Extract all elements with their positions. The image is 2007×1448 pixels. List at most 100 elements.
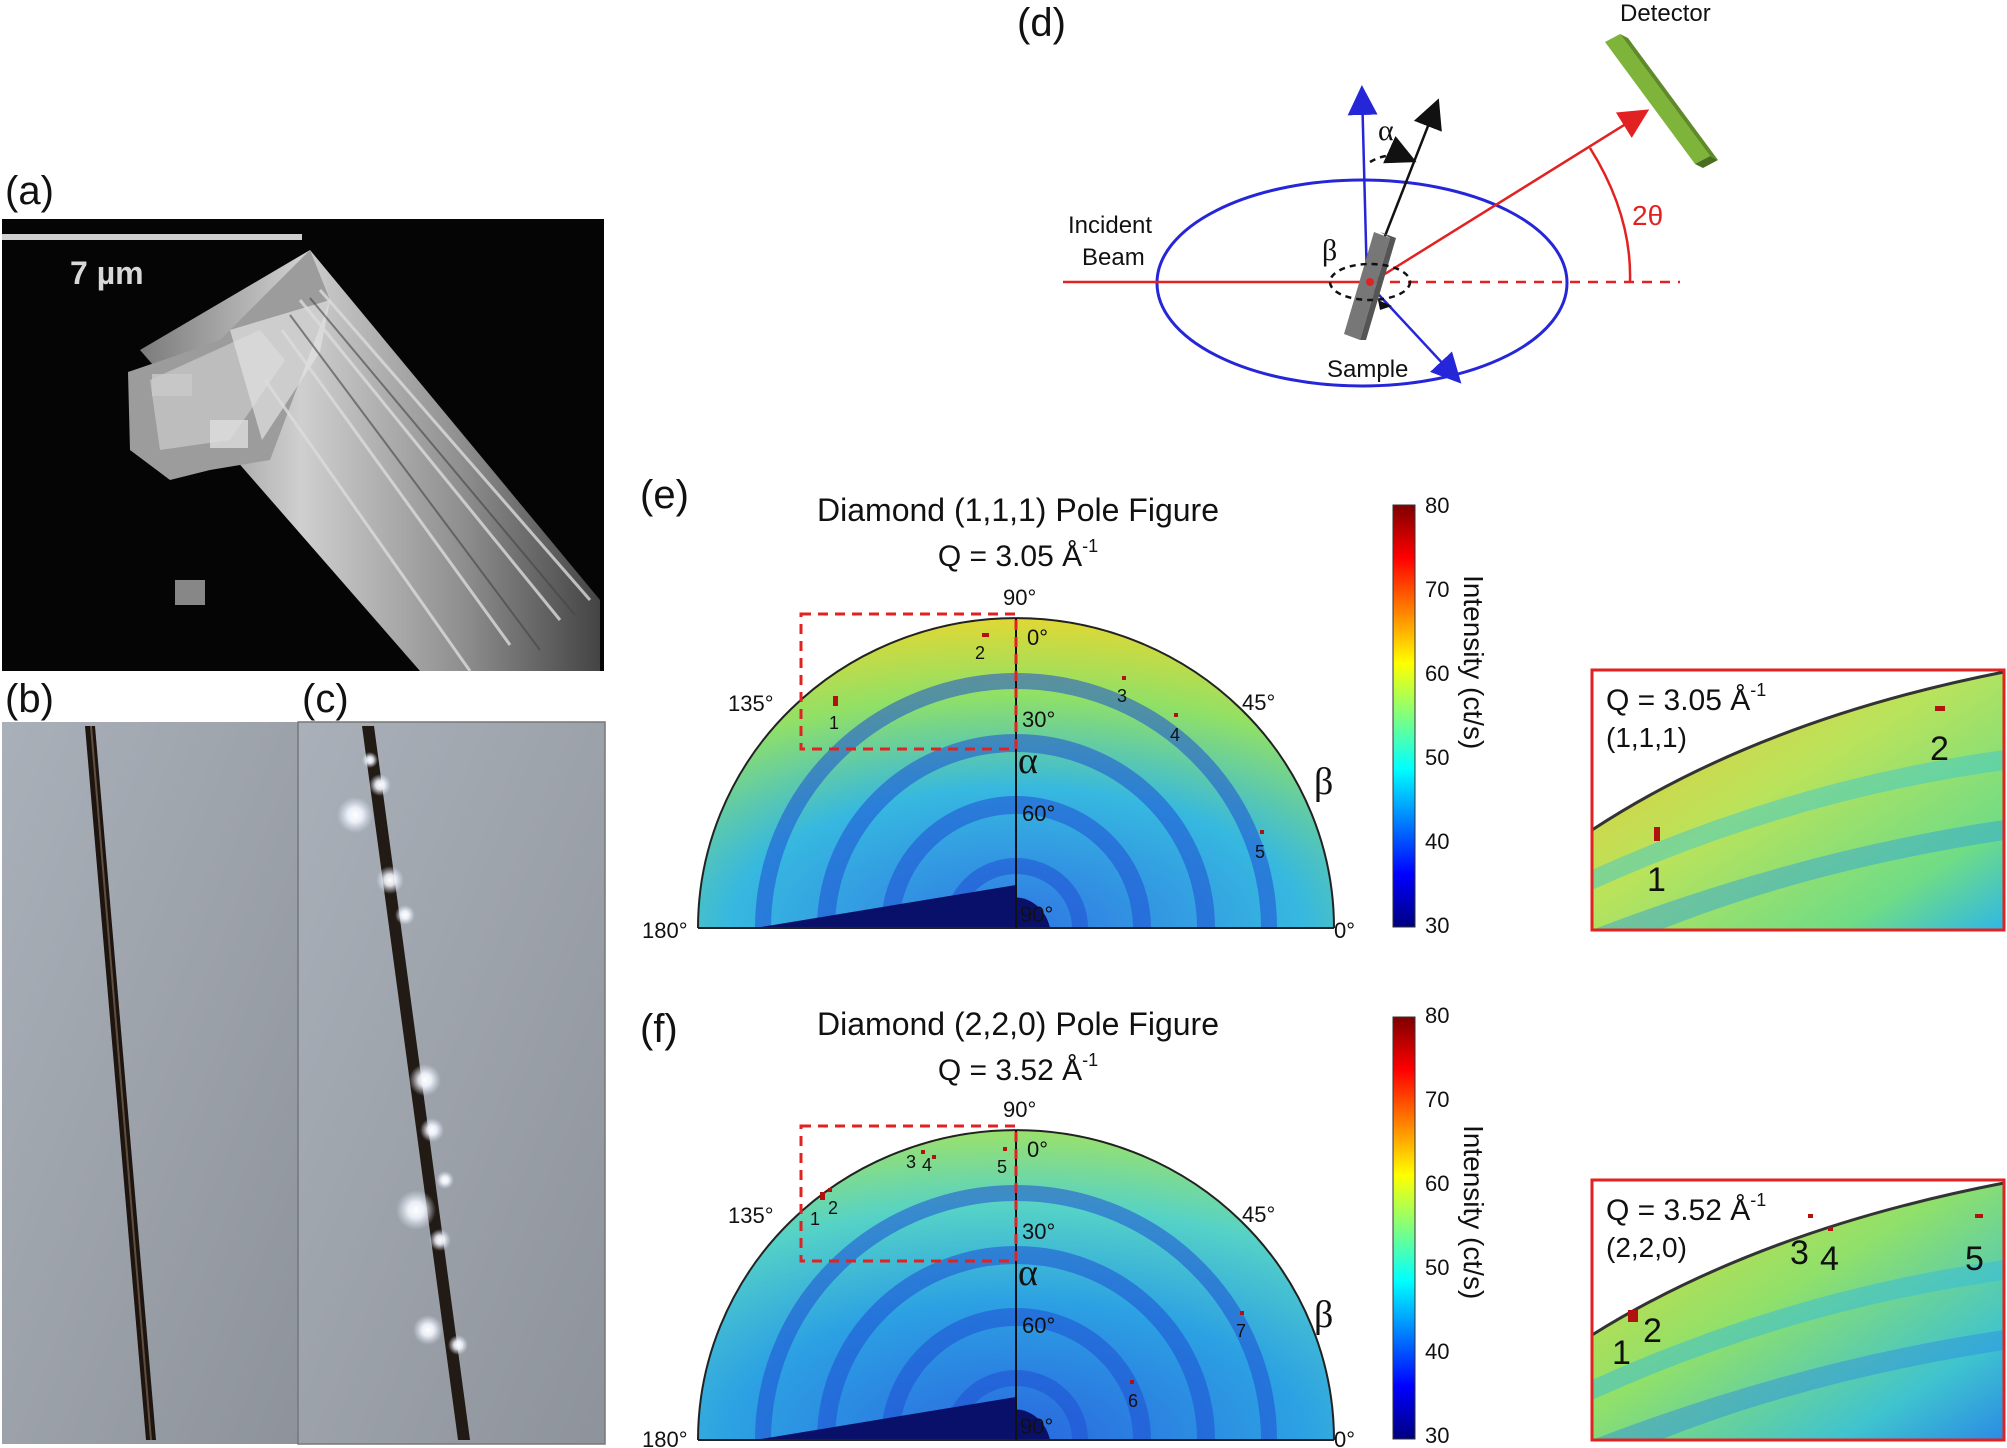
alpha-tick-30: 30° [1022, 1219, 1055, 1244]
panel-e-label: (e) [640, 473, 689, 517]
colorbar-f: 80 70 60 50 40 30 Intensity (ct/s) [1392, 1003, 1489, 1448]
two-theta-arc [1588, 147, 1632, 283]
inset-peak-label: 2 [1930, 730, 1949, 768]
beta-tick-135: 135° [728, 691, 774, 716]
peak-label: 3 [1117, 686, 1127, 706]
pole-figure-f-peak-markers [820, 1147, 1244, 1384]
incident-beam-label-line1: Incident [1068, 212, 1152, 239]
peak-label: 3 [906, 1152, 916, 1172]
pole-figure-e-q: Q = 3.05 Å [938, 540, 1082, 573]
beta-tick-180: 180° [642, 918, 688, 943]
pole-figure-e-title: Diamond (1,1,1) Pole Figure [817, 492, 1219, 528]
inset-peak-label: 4 [1820, 1240, 1839, 1278]
beta-tick-180: 180° [642, 1427, 688, 1448]
beta-tick-135: 135° [728, 1203, 774, 1228]
pole-figure-f-ticks: 90° 135° 45° 180° 0° 0° 30° 60° 90° [642, 1097, 1355, 1448]
peak-label: 4 [922, 1155, 932, 1175]
inset-peak-label: 1 [1612, 1334, 1631, 1372]
colorbar-tick: 80 [1425, 493, 1449, 518]
beta-tick-0: 0° [1334, 918, 1355, 943]
beta-tick-90: 90° [1003, 1097, 1036, 1122]
pole-figure-f-title: Diamond (2,2,0) Pole Figure [817, 1006, 1219, 1042]
beta-axis-symbol: β [1314, 1294, 1333, 1336]
peak-label: 6 [1128, 1391, 1138, 1411]
peak-label: 5 [1255, 842, 1265, 862]
inset-e-miller: (1,1,1) [1606, 722, 1687, 753]
alpha-tick-0: 0° [1027, 1137, 1048, 1162]
svg-text:Q = 3.05 Å-1: Q = 3.05 Å-1 [938, 536, 1098, 573]
colorbar-tick: 50 [1425, 1255, 1449, 1280]
inset-peak-label: 2 [1643, 1312, 1662, 1350]
beta-tick-45: 45° [1242, 1202, 1275, 1227]
inset-peak-label: 1 [1647, 861, 1666, 899]
panel-e: (e) Diamond (1,1,1) Pole Figure Q = 3.05… [640, 473, 2006, 943]
beta-tick-90: 90° [1003, 585, 1036, 610]
sem-fiber [128, 250, 600, 672]
panel-c-label: (c) [302, 677, 349, 721]
inset-f: Q = 3.52 Å-1 (2,2,0) 1 2 3 4 5 [1590, 1178, 2006, 1442]
peak-label: 7 [1236, 1321, 1246, 1341]
peak-label: 5 [997, 1157, 1007, 1177]
alpha-axis-symbol: α [1018, 740, 1038, 782]
colorbar-tick: 60 [1425, 661, 1449, 686]
alpha-tick-60: 60° [1022, 1313, 1055, 1338]
pole-figure-e-peak-markers [833, 633, 1264, 834]
peak-label: 4 [1170, 725, 1180, 745]
inset-e-q: Q = 3.05 Å [1606, 684, 1750, 717]
colorbar-label: Intensity (ct/s) [1458, 1125, 1489, 1299]
inset-f-miller: (2,2,0) [1606, 1232, 1687, 1263]
colorbar-label: Intensity (ct/s) [1458, 575, 1489, 749]
peak-label: 1 [810, 1209, 820, 1229]
panel-d: (d) 2θ α β Incident Beam Sample Detector [1017, 0, 1718, 388]
svg-text:Q = 3.52 Å-1: Q = 3.52 Å-1 [938, 1050, 1098, 1087]
panel-b-label: (b) [5, 677, 54, 721]
pole-figure-e-peak-labels: 1 2 3 4 5 [829, 643, 1265, 862]
pole-figure-e-q-exponent: -1 [1082, 536, 1098, 556]
panel-d-label: (d) [1017, 1, 1066, 45]
inset-peak-label: 3 [1790, 1234, 1809, 1272]
inset-f-q: Q = 3.52 Å [1606, 1194, 1750, 1227]
inset-e: Q = 3.05 Å-1 (1,1,1) 1 2 [1590, 668, 2006, 932]
pole-figure-f-q: Q = 3.52 Å [938, 1054, 1082, 1087]
diffracted-beam-arrow [1371, 109, 1650, 284]
beta-label: β [1322, 234, 1337, 267]
peak-label: 2 [828, 1198, 838, 1218]
colorbar-tick: 30 [1425, 913, 1449, 938]
detector-label: Detector [1620, 0, 1711, 27]
peak-label: 1 [829, 713, 839, 733]
pole-figure-f-q-exponent: -1 [1082, 1050, 1098, 1070]
alpha-tick-30: 30° [1022, 707, 1055, 732]
pole-figure-e-ticks: 90° 135° 45° 180° 0° 0° 30° 60° 90° [642, 585, 1355, 943]
pole-figure-f [697, 1124, 1335, 1441]
beta-axis-symbol: β [1314, 761, 1333, 803]
sample-label: Sample [1327, 356, 1408, 383]
vertical-axis-arrow [1347, 85, 1378, 283]
panel-a: (a) 7 µm [2, 169, 604, 672]
alpha-arc [1369, 136, 1417, 164]
colorbar-tick: 80 [1425, 1003, 1449, 1028]
panel-c: (c) [297, 677, 606, 1445]
optical-image-b-background [2, 722, 298, 1444]
alpha-tick-90: 90° [1020, 1414, 1053, 1439]
colorbar-e: 80 70 60 50 40 30 Intensity (ct/s) [1392, 493, 1489, 938]
panel-f: (f) Diamond (2,2,0) Pole Figure Q = 3.52… [640, 1003, 2006, 1448]
panel-a-label: (a) [5, 169, 54, 213]
peak-label: 2 [975, 643, 985, 663]
inset-f-q-exponent: -1 [1750, 1190, 1766, 1210]
scale-bar-label: 7 µm [70, 255, 144, 291]
colorbar-tick: 40 [1425, 1339, 1449, 1364]
pole-figure-e [697, 612, 1335, 929]
colorbar-tick: 70 [1425, 1087, 1449, 1112]
alpha-tick-0: 0° [1027, 625, 1048, 650]
zoom-region-f [799, 1124, 1018, 1263]
colorbar-tick: 60 [1425, 1171, 1449, 1196]
colorbar-tick: 30 [1425, 1423, 1449, 1448]
beta-tick-0: 0° [1334, 1427, 1355, 1448]
colorbar-tick: 70 [1425, 577, 1449, 602]
pole-figure-f-peak-labels: 1 2 3 4 5 6 7 [810, 1152, 1246, 1411]
beta-rotation-ellipse [1328, 262, 1412, 302]
svg-text:Q = 3.52 Å-1: Q = 3.52 Å-1 [1606, 1190, 1766, 1227]
detector-block [1605, 34, 1718, 168]
colorbar-tick: 50 [1425, 745, 1449, 770]
